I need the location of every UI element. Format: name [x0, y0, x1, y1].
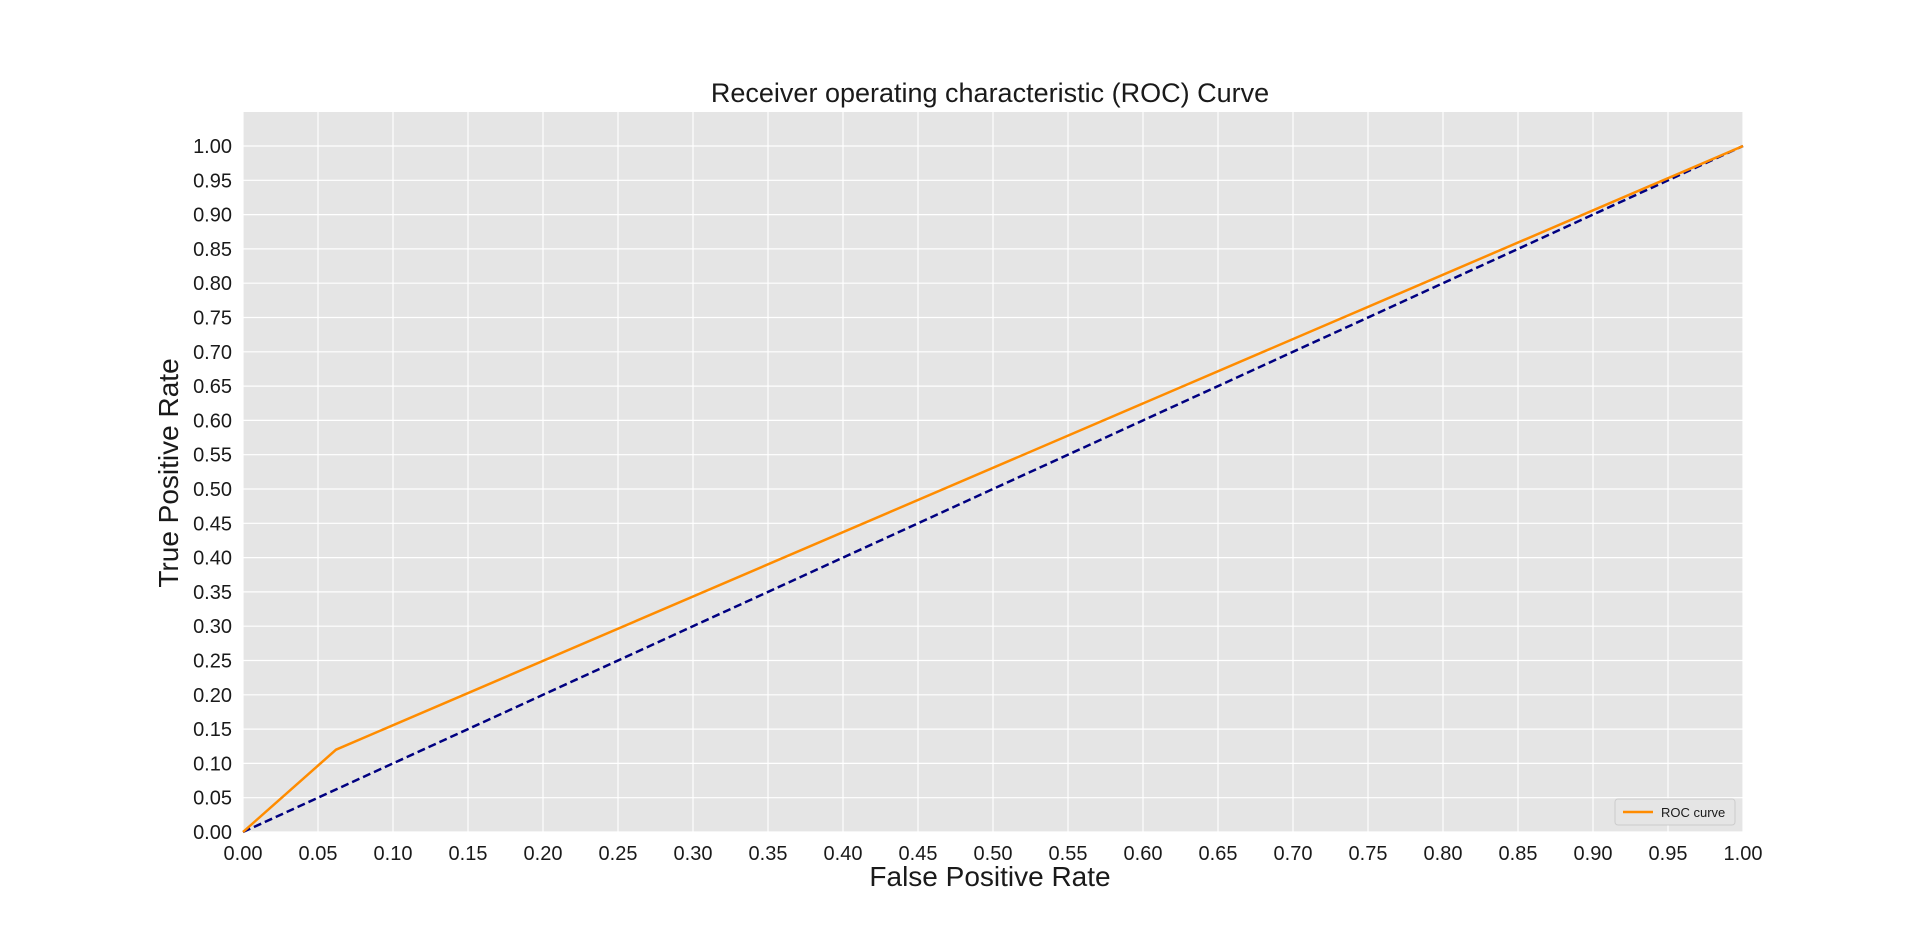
x-tick-label: 0.50 — [974, 843, 1013, 865]
x-tick-label: 0.10 — [374, 843, 413, 865]
x-tick-label: 0.45 — [899, 843, 938, 865]
y-tick-label: 0.00 — [193, 822, 232, 844]
x-tick-label: 0.80 — [1424, 843, 1463, 865]
y-tick-label: 0.15 — [193, 719, 232, 741]
x-tick-label: 0.25 — [599, 843, 638, 865]
y-tick-label: 0.55 — [193, 445, 232, 467]
y-tick-label: 0.85 — [193, 239, 232, 261]
chart-title: Receiver operating characteristic (ROC) … — [711, 78, 1269, 108]
y-tick-label: 0.90 — [193, 205, 232, 227]
x-tick-label: 0.35 — [749, 843, 788, 865]
x-tick-label: 0.60 — [1124, 843, 1163, 865]
y-tick-labels: 0.00 0.05 0.10 0.15 0.20 0.25 0.30 0.35 0.40 0.45… — [193, 136, 232, 844]
x-tick-label: 0.85 — [1499, 843, 1538, 865]
x-tick-label: 0.20 — [524, 843, 563, 865]
series-line-roc-curve — [242, 144, 1744, 833]
y-tick-label: 0.10 — [193, 753, 232, 775]
x-tick-label: 0.70 — [1274, 843, 1313, 865]
x-tick-label: 0.00 — [224, 843, 263, 865]
series-line-diagonal — [242, 144, 1744, 834]
y-tick-label: 1.00 — [193, 136, 232, 158]
x-tick-label: 0.75 — [1349, 843, 1388, 865]
y-tick-label: 0.65 — [193, 376, 232, 398]
y-tick-label: 0.30 — [193, 616, 232, 638]
y-tick-label: 0.80 — [193, 273, 232, 295]
y-tick-label: 0.95 — [193, 170, 232, 192]
x-tick-label: 0.15 — [449, 843, 488, 865]
y-tick-label: 0.25 — [193, 651, 232, 673]
y-tick-label: 0.75 — [193, 308, 232, 330]
series-layer — [242, 144, 1744, 834]
x-tick-label: 0.30 — [674, 843, 713, 865]
y-tick-label: 0.35 — [193, 582, 232, 604]
y-tick-label: 0.70 — [193, 342, 232, 364]
grid-lines — [242, 112, 1744, 833]
y-tick-label: 0.05 — [193, 788, 232, 810]
legend-box — [1614, 798, 1736, 826]
y-tick-label: 0.20 — [193, 685, 232, 707]
x-axis-label: False Positive Rate — [869, 861, 1110, 892]
x-tick-label: 0.40 — [824, 843, 863, 865]
y-tick-label: 0.60 — [193, 410, 232, 432]
y-tick-label: 0.50 — [193, 479, 232, 501]
legend-label-roc-curve: ROC curve — [1661, 805, 1725, 820]
y-tick-label: 0.45 — [193, 513, 232, 535]
x-tick-label: 0.65 — [1199, 843, 1238, 865]
x-tick-label: 1.00 — [1724, 843, 1763, 865]
y-axis-label: True Positive Rate — [153, 358, 184, 587]
x-tick-label: 0.55 — [1049, 843, 1088, 865]
legend: ROC curve — [1614, 798, 1736, 826]
y-tick-label: 0.40 — [193, 548, 232, 570]
x-tick-label: 0.90 — [1574, 843, 1613, 865]
x-tick-label: 0.05 — [299, 843, 338, 865]
x-tick-label: 0.95 — [1649, 843, 1688, 865]
x-tick-labels: 0.00 0.05 0.10 0.15 0.20 0.25 0.30 0.35 0.40 0.45… — [224, 843, 1763, 865]
